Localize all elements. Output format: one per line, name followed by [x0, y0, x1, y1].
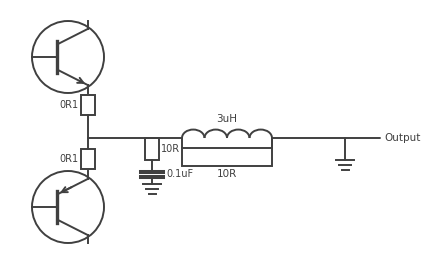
Text: 10R: 10R: [161, 144, 180, 154]
Bar: [81, 95, 95, 115]
Bar: [81, 149, 95, 169]
Bar: [182, 148, 272, 166]
Text: 3uH: 3uH: [216, 114, 238, 124]
Text: Output: Output: [384, 133, 420, 143]
Text: 0.1uF: 0.1uF: [166, 169, 193, 179]
Text: 0R1: 0R1: [60, 100, 79, 110]
Bar: [145, 138, 159, 160]
Text: 10R: 10R: [217, 169, 237, 179]
Text: 0R1: 0R1: [60, 154, 79, 164]
